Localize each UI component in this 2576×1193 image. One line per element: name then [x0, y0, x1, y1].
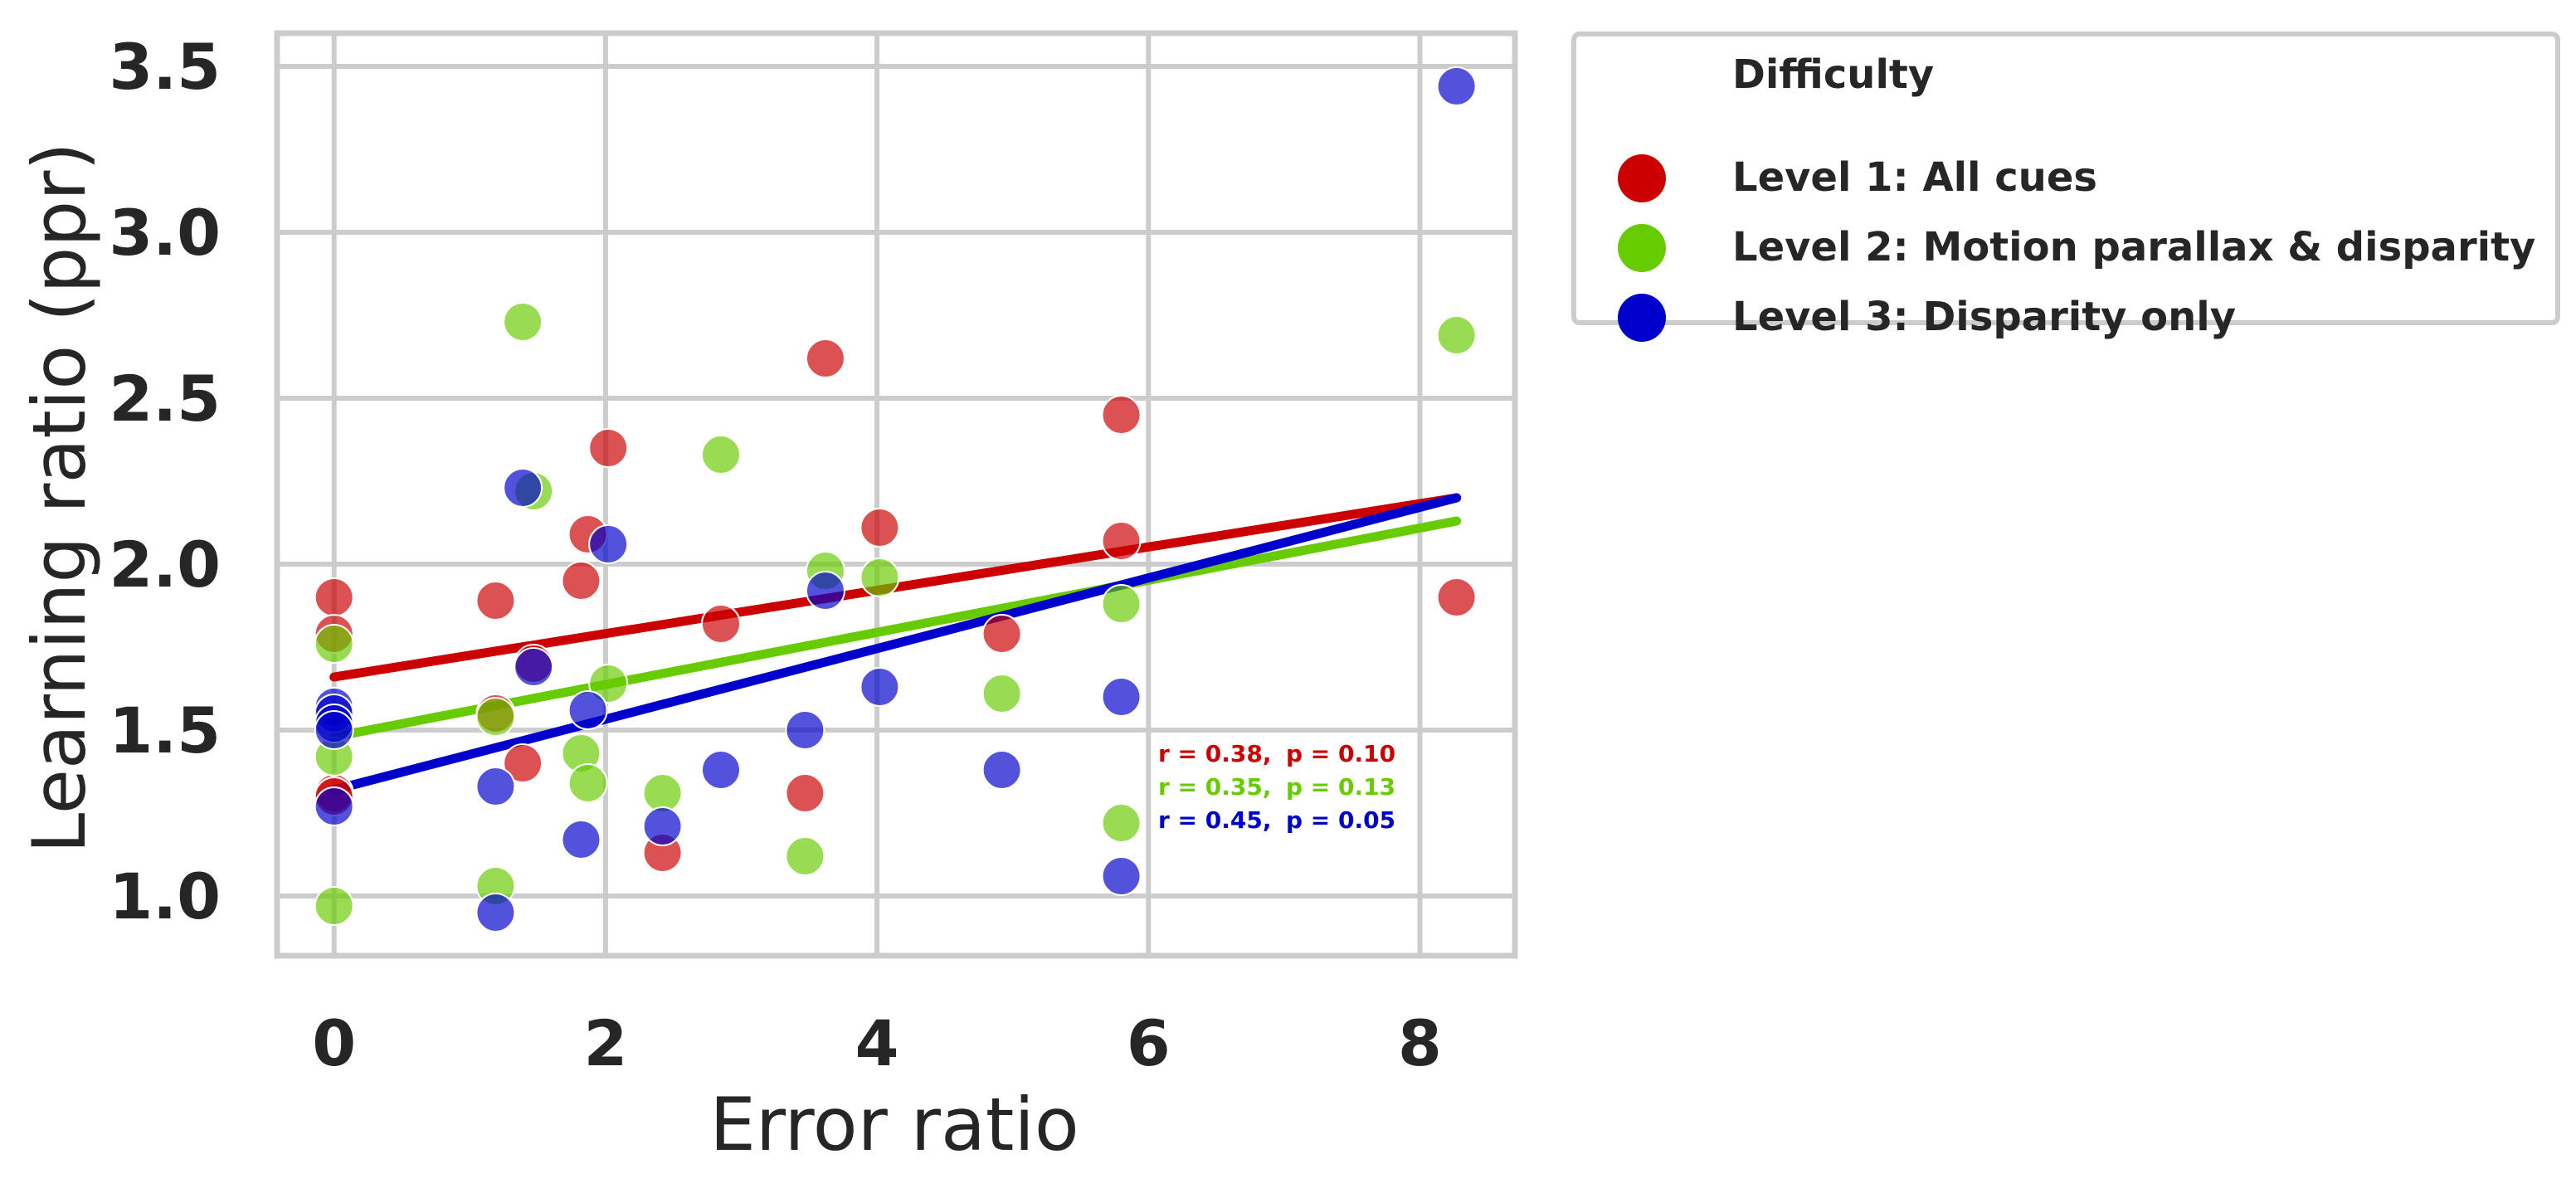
stat-p-level-2: p = 0.13: [1286, 773, 1395, 801]
legend-item-level-2: Level 2: Motion parallax & disparity: [1618, 219, 2555, 277]
point-level-3-15: [805, 571, 845, 611]
point-level-3-13: [700, 750, 741, 790]
y-tick-label-4: 3.0: [109, 196, 221, 270]
point-level-1-17: [1101, 395, 1142, 435]
point-level-2-18: [1436, 315, 1477, 355]
point-level-3-12: [642, 806, 683, 846]
stat-r-level-1: r = 0.38,: [1158, 740, 1272, 767]
point-level-1-15: [859, 508, 900, 548]
legend-marker-level-1: [1618, 154, 1666, 202]
fit-line-level-2: [329, 516, 1462, 742]
y-axis-label: Learning ratio (ppr): [17, 142, 102, 853]
point-level-2-15: [981, 674, 1022, 713]
stat-r-level-2: r = 0.35,: [1158, 773, 1272, 801]
y-tick-label-3: 2.5: [109, 362, 221, 436]
x-tick-label-2: 4: [855, 1006, 899, 1080]
point-level-3-7: [503, 468, 543, 508]
point-level-3-4: [314, 786, 354, 826]
x-tick-label-0: 0: [312, 1006, 356, 1080]
legend-item-level-3: Level 3: Disparity only: [1618, 289, 2555, 347]
point-level-2-12: [785, 836, 825, 876]
plot-frame: [274, 30, 1518, 959]
legend-label-level-3: Level 3: Disparity only: [1732, 294, 2237, 340]
point-level-1-10: [588, 428, 629, 468]
point-level-2-16: [1101, 584, 1142, 624]
stat-p-level-3: p = 0.05: [1286, 806, 1395, 834]
point-level-1-14: [805, 338, 845, 378]
x-tick-label-3: 6: [1127, 1006, 1171, 1080]
point-level-2-0: [314, 624, 354, 664]
correlation-stats: r = 0.38, p = 0.10 r = 0.35, p = 0.13 r = 0.…: [1158, 740, 1395, 834]
x-tick-label-1: 2: [583, 1006, 627, 1080]
legend-label-level-2: Level 2: Motion parallax & disparity: [1732, 224, 2536, 270]
legend: Difficulty Level 1: All cues Level 2: Mo…: [1571, 32, 2560, 342]
legend-title: Difficulty: [1732, 51, 1935, 98]
point-level-1-4: [475, 581, 516, 621]
legend-label-level-1: Level 1: All cues: [1732, 154, 2097, 201]
point-level-1-18: [1101, 521, 1142, 561]
point-level-3-9: [561, 820, 601, 859]
point-level-3-8: [514, 647, 554, 687]
point-level-3-19: [1101, 856, 1142, 896]
point-level-2-8: [567, 763, 608, 803]
point-level-3-6: [475, 893, 516, 932]
legend-item-level-1: Level 1: All cues: [1618, 149, 2555, 207]
point-level-1-6: [503, 743, 543, 783]
y-tick-label-5: 3.5: [109, 30, 221, 104]
point-level-1-12: [700, 604, 741, 644]
point-level-2-14: [859, 558, 900, 597]
point-level-2-3: [475, 697, 516, 737]
point-level-1-19: [1436, 577, 1477, 617]
y-tick-labels: 1.0 1.5 2.0 2.5 3.0 3.5: [109, 30, 221, 933]
point-level-2-11: [700, 435, 741, 475]
y-tick-label-0: 1.0: [109, 859, 221, 933]
point-level-1-8: [561, 561, 601, 601]
point-level-3-11: [588, 524, 629, 564]
x-tick-label-4: 8: [1398, 1006, 1442, 1080]
fit-line-level-3: [329, 493, 1462, 795]
point-level-2-17: [1101, 803, 1142, 843]
point-level-3-14: [785, 710, 825, 750]
point-level-3-18: [1101, 677, 1142, 717]
point-level-2-9: [588, 664, 629, 704]
x-axis-label: Error ratio: [709, 1082, 1079, 1167]
legend-marker-level-2: [1618, 224, 1666, 272]
x-tick-labels: 0 2 4 6 8: [312, 1006, 1442, 1080]
point-level-1-16: [981, 614, 1022, 654]
y-tick-label-1: 1.5: [109, 694, 221, 767]
scatter-points: [314, 66, 1477, 932]
point-level-3-16: [859, 667, 900, 707]
point-level-3-5: [475, 767, 516, 806]
point-level-3-17: [981, 750, 1022, 790]
y-tick-label-2: 2.0: [109, 528, 221, 601]
point-level-1-13: [785, 773, 825, 813]
point-level-1-0: [314, 577, 354, 617]
point-level-3-3: [314, 710, 354, 750]
point-level-3-10: [567, 690, 608, 730]
point-level-2-2: [314, 886, 354, 926]
stat-r-level-3: r = 0.45,: [1158, 806, 1272, 834]
point-level-2-5: [503, 302, 543, 342]
point-level-3-20: [1436, 66, 1477, 106]
legend-marker-level-3: [1618, 294, 1666, 342]
stat-p-level-1: p = 0.10: [1286, 740, 1395, 767]
